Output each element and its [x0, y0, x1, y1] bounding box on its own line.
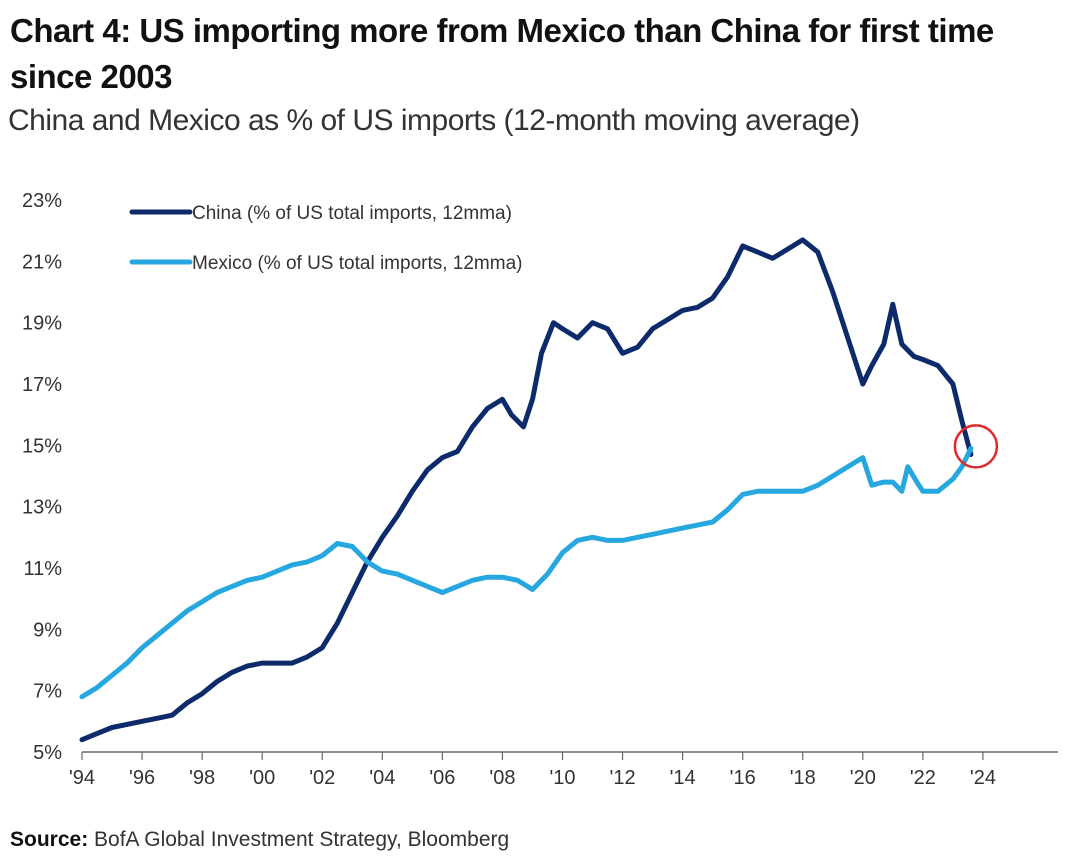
x-tick-label: '94 [69, 767, 95, 789]
source-label: Source: [10, 828, 89, 851]
x-tick-label: '16 [730, 767, 756, 789]
y-tick-label: 21% [22, 251, 62, 273]
legend-label-mexico: Mexico (% of US total imports, 12mma) [192, 253, 522, 274]
legend-label-china: China (% of US total imports, 12mma) [192, 203, 512, 224]
source-text: BofA Global Investment Strategy, Bloombe… [94, 828, 510, 851]
line-chart: 5% 7% 9% 11% 13% 15% 17% 19% 21% 23% '94 '96 '98 '00 '… [22, 190, 1058, 789]
x-tick-label: '02 [309, 767, 335, 789]
x-tick-label: '24 [970, 767, 996, 789]
x-tick-label: '96 [129, 767, 155, 789]
x-tick-label: '22 [910, 767, 936, 789]
mexico-series-line [79, 445, 974, 700]
y-tick-label: 13% [22, 497, 62, 519]
x-tick-label: '04 [369, 767, 395, 789]
x-tick-label: '98 [189, 767, 215, 789]
x-tick-label: '10 [549, 767, 575, 789]
y-tick-label: 9% [33, 619, 62, 641]
y-tick-label: 15% [22, 435, 62, 457]
china-series-line [79, 237, 974, 743]
crossover-highlight-circle [953, 424, 999, 469]
x-tick-label: '14 [670, 767, 696, 789]
x-tick-label: '20 [850, 767, 876, 789]
source-note: Source: BofA Global Investment Strategy,… [10, 828, 509, 852]
chart-subtitle: China and Mexico as % of US imports (12-… [8, 104, 860, 137]
y-tick-label: 19% [22, 313, 62, 335]
x-tick-label: '12 [610, 767, 636, 789]
y-tick-label: 17% [22, 374, 62, 396]
y-tick-label: 5% [33, 742, 62, 764]
chart-title: Chart 4: US importing more from Mexico t… [10, 12, 994, 95]
x-tick-label: '18 [790, 767, 816, 789]
y-tick-label: 23% [22, 190, 62, 212]
y-tick-label: 11% [23, 558, 62, 580]
x-tick-label: '08 [489, 767, 515, 789]
x-tick-label: '06 [429, 767, 455, 789]
y-tick-label: 7% [33, 681, 62, 703]
x-tick-label: '00 [249, 767, 275, 789]
